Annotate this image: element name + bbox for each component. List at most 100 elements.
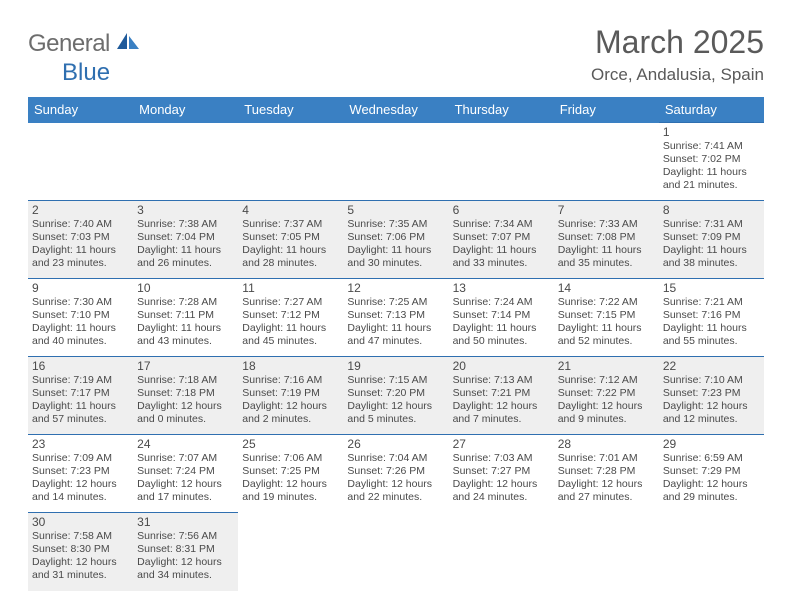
daylight-text-2: and 43 minutes. xyxy=(137,335,234,348)
sunrise-text: Sunrise: 7:28 AM xyxy=(137,296,234,309)
sunset-text: Sunset: 7:07 PM xyxy=(453,231,550,244)
day-content: 28Sunrise: 7:01 AMSunset: 7:28 PMDayligh… xyxy=(554,435,659,513)
daylight-text-2: and 23 minutes. xyxy=(32,257,129,270)
sunset-text: Sunset: 7:05 PM xyxy=(242,231,339,244)
day-content: 22Sunrise: 7:10 AMSunset: 7:23 PMDayligh… xyxy=(659,357,764,434)
daylight-text-2: and 19 minutes. xyxy=(242,491,339,504)
day-info: Sunrise: 7:38 AMSunset: 7:04 PMDaylight:… xyxy=(137,218,234,271)
sunset-text: Sunset: 7:09 PM xyxy=(663,231,760,244)
day-info: Sunrise: 7:27 AMSunset: 7:12 PMDaylight:… xyxy=(242,296,339,349)
day-cell: 10Sunrise: 7:28 AMSunset: 7:11 PMDayligh… xyxy=(133,279,238,357)
week-row: 1Sunrise: 7:41 AMSunset: 7:02 PMDaylight… xyxy=(28,123,764,201)
day-cell: 11Sunrise: 7:27 AMSunset: 7:12 PMDayligh… xyxy=(238,279,343,357)
sunrise-text: Sunrise: 7:24 AM xyxy=(453,296,550,309)
daylight-text-2: and 50 minutes. xyxy=(453,335,550,348)
sunrise-text: Sunrise: 7:30 AM xyxy=(32,296,129,309)
day-number: 10 xyxy=(137,281,234,295)
daylight-text-2: and 17 minutes. xyxy=(137,491,234,504)
daylight-text-2: and 22 minutes. xyxy=(347,491,444,504)
sunrise-text: Sunrise: 7:31 AM xyxy=(663,218,760,231)
day-number: 11 xyxy=(242,281,339,295)
day-number: 5 xyxy=(347,203,444,217)
sunset-text: Sunset: 7:12 PM xyxy=(242,309,339,322)
daylight-text-1: Daylight: 12 hours xyxy=(558,478,655,491)
day-cell: 25Sunrise: 7:06 AMSunset: 7:25 PMDayligh… xyxy=(238,435,343,513)
day-content: 8Sunrise: 7:31 AMSunset: 7:09 PMDaylight… xyxy=(659,201,764,278)
day-cell: 16Sunrise: 7:19 AMSunset: 7:17 PMDayligh… xyxy=(28,357,133,435)
sail-icon xyxy=(115,31,141,56)
day-content: 2Sunrise: 7:40 AMSunset: 7:03 PMDaylight… xyxy=(28,201,133,278)
sunset-text: Sunset: 7:19 PM xyxy=(242,387,339,400)
day-content: 27Sunrise: 7:03 AMSunset: 7:27 PMDayligh… xyxy=(449,435,554,513)
sunset-text: Sunset: 7:23 PM xyxy=(663,387,760,400)
sunrise-text: Sunrise: 7:25 AM xyxy=(347,296,444,309)
day-cell: 23Sunrise: 7:09 AMSunset: 7:23 PMDayligh… xyxy=(28,435,133,513)
day-cell: 1Sunrise: 7:41 AMSunset: 7:02 PMDaylight… xyxy=(659,123,764,201)
daylight-text-1: Daylight: 11 hours xyxy=(137,322,234,335)
sunset-text: Sunset: 7:28 PM xyxy=(558,465,655,478)
daylight-text-1: Daylight: 11 hours xyxy=(663,322,760,335)
sunrise-text: Sunrise: 7:09 AM xyxy=(32,452,129,465)
day-number: 4 xyxy=(242,203,339,217)
day-content: 6Sunrise: 7:34 AMSunset: 7:07 PMDaylight… xyxy=(449,201,554,278)
daylight-text-1: Daylight: 12 hours xyxy=(453,478,550,491)
day-cell: 14Sunrise: 7:22 AMSunset: 7:15 PMDayligh… xyxy=(554,279,659,357)
day-content: 16Sunrise: 7:19 AMSunset: 7:17 PMDayligh… xyxy=(28,357,133,434)
sunset-text: Sunset: 7:21 PM xyxy=(453,387,550,400)
day-cell: 6Sunrise: 7:34 AMSunset: 7:07 PMDaylight… xyxy=(449,201,554,279)
day-content: 5Sunrise: 7:35 AMSunset: 7:06 PMDaylight… xyxy=(343,201,448,278)
sunrise-text: Sunrise: 7:22 AM xyxy=(558,296,655,309)
dayhead-wed: Wednesday xyxy=(343,97,448,123)
sunset-text: Sunset: 7:02 PM xyxy=(663,153,760,166)
day-info: Sunrise: 7:34 AMSunset: 7:07 PMDaylight:… xyxy=(453,218,550,271)
sunset-text: Sunset: 7:13 PM xyxy=(347,309,444,322)
daylight-text-2: and 34 minutes. xyxy=(137,569,234,582)
day-content: 4Sunrise: 7:37 AMSunset: 7:05 PMDaylight… xyxy=(238,201,343,278)
day-cell: 30Sunrise: 7:58 AMSunset: 8:30 PMDayligh… xyxy=(28,513,133,591)
day-cell: 19Sunrise: 7:15 AMSunset: 7:20 PMDayligh… xyxy=(343,357,448,435)
daylight-text-2: and 12 minutes. xyxy=(663,413,760,426)
day-cell: 13Sunrise: 7:24 AMSunset: 7:14 PMDayligh… xyxy=(449,279,554,357)
sunrise-text: Sunrise: 7:19 AM xyxy=(32,374,129,387)
daylight-text-1: Daylight: 12 hours xyxy=(663,478,760,491)
day-cell xyxy=(343,513,448,591)
brand-logo: General xyxy=(28,30,143,58)
day-info: Sunrise: 7:12 AMSunset: 7:22 PMDaylight:… xyxy=(558,374,655,427)
daylight-text-2: and 0 minutes. xyxy=(137,413,234,426)
daylight-text-1: Daylight: 11 hours xyxy=(453,322,550,335)
day-content: 11Sunrise: 7:27 AMSunset: 7:12 PMDayligh… xyxy=(238,279,343,356)
daylight-text-2: and 40 minutes. xyxy=(32,335,129,348)
daylight-text-2: and 33 minutes. xyxy=(453,257,550,270)
day-info: Sunrise: 7:10 AMSunset: 7:23 PMDaylight:… xyxy=(663,374,760,427)
day-number: 30 xyxy=(32,515,129,529)
day-number: 20 xyxy=(453,359,550,373)
sunset-text: Sunset: 7:04 PM xyxy=(137,231,234,244)
sunset-text: Sunset: 7:17 PM xyxy=(32,387,129,400)
sunrise-text: Sunrise: 7:01 AM xyxy=(558,452,655,465)
sunset-text: Sunset: 8:30 PM xyxy=(32,543,129,556)
day-cell xyxy=(449,513,554,591)
daylight-text-1: Daylight: 12 hours xyxy=(558,400,655,413)
week-row: 16Sunrise: 7:19 AMSunset: 7:17 PMDayligh… xyxy=(28,357,764,435)
day-info: Sunrise: 7:22 AMSunset: 7:15 PMDaylight:… xyxy=(558,296,655,349)
day-info: Sunrise: 7:41 AMSunset: 7:02 PMDaylight:… xyxy=(663,140,760,193)
day-number: 31 xyxy=(137,515,234,529)
daylight-text-1: Daylight: 11 hours xyxy=(32,244,129,257)
sunset-text: Sunset: 7:14 PM xyxy=(453,309,550,322)
daylight-text-2: and 55 minutes. xyxy=(663,335,760,348)
day-cell: 17Sunrise: 7:18 AMSunset: 7:18 PMDayligh… xyxy=(133,357,238,435)
day-number: 19 xyxy=(347,359,444,373)
sunset-text: Sunset: 7:25 PM xyxy=(242,465,339,478)
header: General March 2025 Orce, Andalusia, Spai… xyxy=(28,24,764,85)
daylight-text-1: Daylight: 11 hours xyxy=(347,244,444,257)
sunset-text: Sunset: 7:29 PM xyxy=(663,465,760,478)
daylight-text-1: Daylight: 11 hours xyxy=(663,166,760,179)
daylight-text-2: and 57 minutes. xyxy=(32,413,129,426)
sunrise-text: Sunrise: 7:33 AM xyxy=(558,218,655,231)
day-number: 3 xyxy=(137,203,234,217)
sunrise-text: Sunrise: 7:07 AM xyxy=(137,452,234,465)
daylight-text-1: Daylight: 11 hours xyxy=(347,322,444,335)
day-info: Sunrise: 7:31 AMSunset: 7:09 PMDaylight:… xyxy=(663,218,760,271)
calendar-page: General March 2025 Orce, Andalusia, Spai… xyxy=(0,0,792,591)
sunrise-text: Sunrise: 7:13 AM xyxy=(453,374,550,387)
